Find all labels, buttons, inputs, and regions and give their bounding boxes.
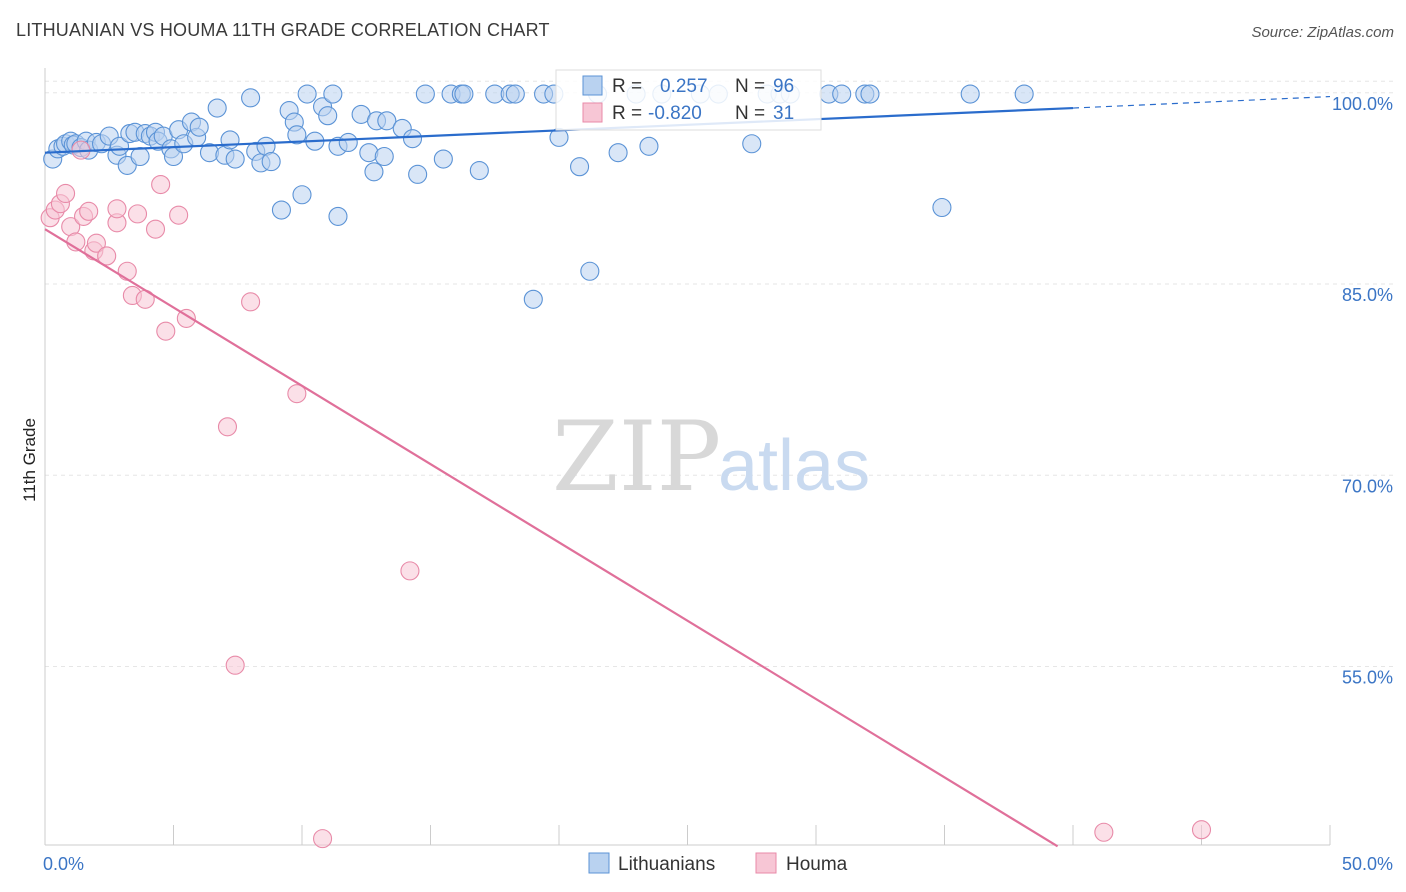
houma-point	[313, 829, 333, 849]
legend-n-label-1: N =	[735, 76, 765, 97]
lithuanians-trend-extension	[1072, 95, 1331, 109]
lithuanians-point	[505, 84, 525, 104]
lithuanians-point	[207, 98, 227, 118]
houma-point	[176, 308, 196, 328]
houma-point	[86, 233, 106, 253]
houma-point	[117, 261, 137, 281]
lithuanians-point	[338, 132, 358, 153]
houma-point	[1094, 822, 1114, 842]
houma-point	[287, 384, 307, 404]
watermark-atlas: atlas	[718, 426, 870, 506]
lithuanians-point	[220, 130, 240, 150]
lithuanians-point	[932, 197, 952, 218]
chart-title: LITHUANIAN VS HOUMA 11TH GRADE CORRELATI…	[16, 20, 550, 40]
lithuanians-point	[408, 164, 428, 184]
houma-point	[97, 246, 117, 266]
x-tick-labels: 0.0% 50.0%	[43, 854, 1393, 874]
houma-point	[151, 175, 171, 195]
houma-point	[127, 204, 148, 224]
y-tick-labels: 55.0% 70.0% 85.0% 100.0%	[1332, 94, 1393, 688]
lithuanians-point	[189, 117, 209, 137]
bottom-legend-swatch-houma	[755, 852, 777, 874]
y-tick-label: 100.0%	[1332, 94, 1393, 114]
lithuanians-point	[328, 206, 348, 226]
houma-point	[225, 655, 245, 675]
houma-point	[107, 199, 127, 219]
lithuanians-point	[580, 261, 600, 281]
legend-swatch-lithuanians	[582, 75, 603, 96]
houma-point	[145, 219, 166, 239]
lithuanians-point	[297, 84, 317, 104]
bottom-legend-swatch-lithuanians	[588, 852, 610, 874]
lithuanians-point	[570, 157, 590, 177]
houma-point	[56, 183, 76, 204]
watermark: ZIP atlas	[552, 401, 870, 513]
y-tick-label: 55.0%	[1342, 668, 1393, 688]
y-axis-title: 11th Grade	[20, 418, 39, 502]
lithuanians-point	[742, 134, 762, 154]
lithuanians-point	[130, 146, 150, 167]
lithuanians-point	[415, 84, 435, 104]
lithuanians-point	[454, 84, 474, 104]
lithuanians-point	[469, 160, 489, 181]
legend-swatch-houma	[582, 102, 603, 123]
axes	[44, 68, 1331, 846]
lithuanians-point	[523, 289, 543, 309]
series-legend: Lithuanians Houma	[588, 852, 848, 875]
bottom-legend-houma: Houma	[786, 854, 848, 875]
legend-n-label-2: N =	[735, 103, 765, 124]
houma-point	[241, 292, 261, 312]
legend-n-value-1: 96	[773, 76, 794, 97]
lithuanians-point	[832, 84, 852, 104]
lithuanians-point	[287, 125, 307, 145]
lithuanians-point	[364, 162, 384, 182]
lithuanians-point	[225, 149, 245, 169]
legend-r-label-2: R =	[612, 103, 642, 124]
source-label: Source: ZipAtlas.com	[1251, 24, 1394, 41]
lithuanians-point	[402, 129, 423, 149]
houma-point	[79, 201, 99, 221]
lithuanians-point	[261, 152, 281, 172]
legend-r-label-1: R =	[612, 76, 642, 97]
lithuanians-point	[1014, 84, 1034, 104]
lithuanians-point	[109, 136, 130, 156]
lithuanians-point	[271, 200, 291, 220]
houma-point	[1191, 820, 1212, 840]
bottom-legend-lithuanians: Lithuanians	[618, 854, 715, 875]
y-tick-label: 85.0%	[1342, 285, 1393, 305]
lithuanians-point	[433, 149, 453, 169]
legend-n-value-2: 31	[773, 103, 794, 124]
legend-r-value-1: 0.257	[660, 76, 708, 97]
lithuanians-point	[323, 84, 343, 104]
grid-lines	[45, 80, 1395, 667]
lithuanians-point	[960, 84, 980, 104]
lithuanians-point	[639, 136, 659, 156]
legend-r-value-2: -0.820	[648, 103, 702, 124]
lithuanians-point	[860, 84, 880, 104]
lithuanians-point	[318, 106, 338, 126]
lithuanians-point	[374, 146, 394, 167]
houma-point	[400, 561, 420, 581]
x-tick-label: 0.0%	[43, 854, 84, 874]
y-tick-label: 70.0%	[1342, 476, 1393, 496]
lithuanians-point	[292, 185, 312, 205]
houma-point	[169, 205, 189, 225]
stats-legend: R = 0.257 N = 96 R = -0.820 N = 31	[555, 69, 822, 131]
watermark-zip: ZIP	[552, 401, 721, 513]
houma-point	[217, 417, 238, 437]
x-tick-label: 50.0%	[1342, 854, 1393, 874]
lithuanians-point	[241, 88, 261, 108]
lithuanians-point	[608, 143, 628, 163]
lithuanians-point	[377, 111, 397, 131]
houma-point	[156, 321, 176, 341]
houma-trend-line	[44, 228, 1059, 848]
